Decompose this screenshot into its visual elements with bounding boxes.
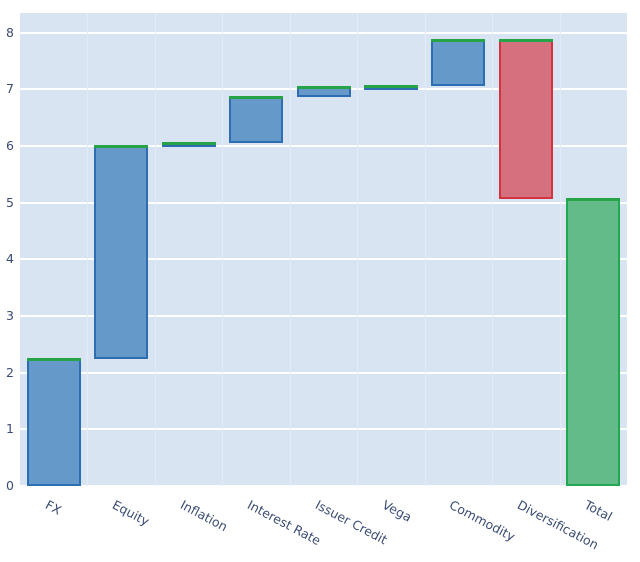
y-tick-label: 0: [6, 478, 14, 493]
y-tick-label: 3: [6, 308, 14, 324]
h-gridline: [20, 485, 627, 487]
bar-diversification[interactable]: [499, 40, 553, 199]
bar-top-marker: [297, 85, 351, 89]
v-gridline: [222, 13, 223, 486]
y-tick-label: 6: [6, 138, 14, 154]
h-gridline: [20, 258, 627, 261]
bar-top-marker: [364, 84, 418, 88]
h-gridline: [20, 315, 627, 318]
y-tick-label: 4: [6, 251, 14, 267]
y-tick-label: 5: [6, 194, 14, 210]
v-gridline: [425, 13, 426, 486]
y-tick-label: 1: [6, 421, 14, 437]
v-gridline: [357, 13, 358, 486]
bar-top-marker: [162, 142, 216, 146]
bar-interest-rate[interactable]: [229, 96, 283, 144]
plot-area[interactable]: [20, 13, 627, 487]
v-gridline: [155, 13, 156, 486]
bar-top-marker: [94, 145, 148, 149]
bar-fx[interactable]: [27, 358, 81, 486]
bar-top-marker: [566, 197, 620, 201]
v-gridline: [560, 13, 561, 486]
bar-top-marker: [27, 357, 81, 361]
bar-total[interactable]: [566, 198, 620, 486]
bar-commodity[interactable]: [431, 40, 485, 86]
h-gridline: [20, 145, 627, 148]
h-gridline: [20, 371, 627, 374]
h-gridline: [20, 31, 627, 34]
y-tick-label: 7: [6, 81, 14, 97]
bar-top-marker: [229, 95, 283, 99]
bar-top-marker: [499, 39, 553, 43]
y-tick-label: 8: [6, 24, 14, 40]
bar-equity[interactable]: [94, 146, 148, 359]
h-gridline: [20, 201, 627, 204]
bar-top-marker: [431, 39, 485, 43]
h-gridline: [20, 428, 627, 431]
v-gridline: [290, 13, 291, 486]
v-gridline: [87, 13, 88, 486]
v-gridline: [492, 13, 493, 486]
y-tick-label: 2: [6, 364, 14, 380]
